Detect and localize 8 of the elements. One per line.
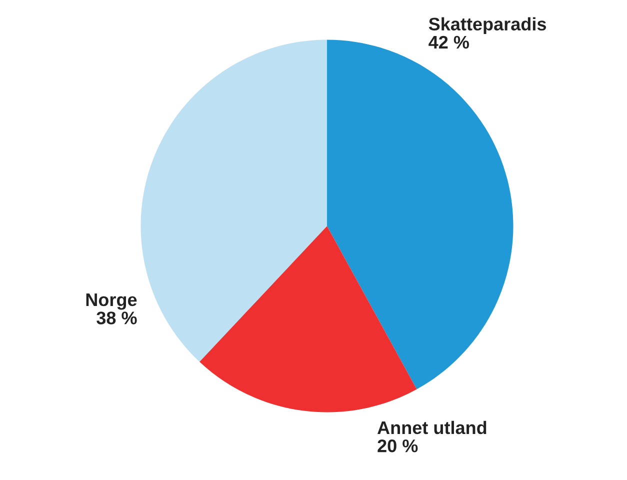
slice-label: Annet utland [377, 420, 486, 434]
pie-slice [140, 40, 327, 362]
pie-slice [199, 226, 417, 412]
data-label: 20 % [378, 439, 418, 452]
slice-label: Norge [86, 294, 137, 310]
data-label: 38 % [96, 312, 137, 324]
slice-label: Skatteparadis [428, 17, 546, 34]
data-label: 42 % [428, 36, 469, 49]
